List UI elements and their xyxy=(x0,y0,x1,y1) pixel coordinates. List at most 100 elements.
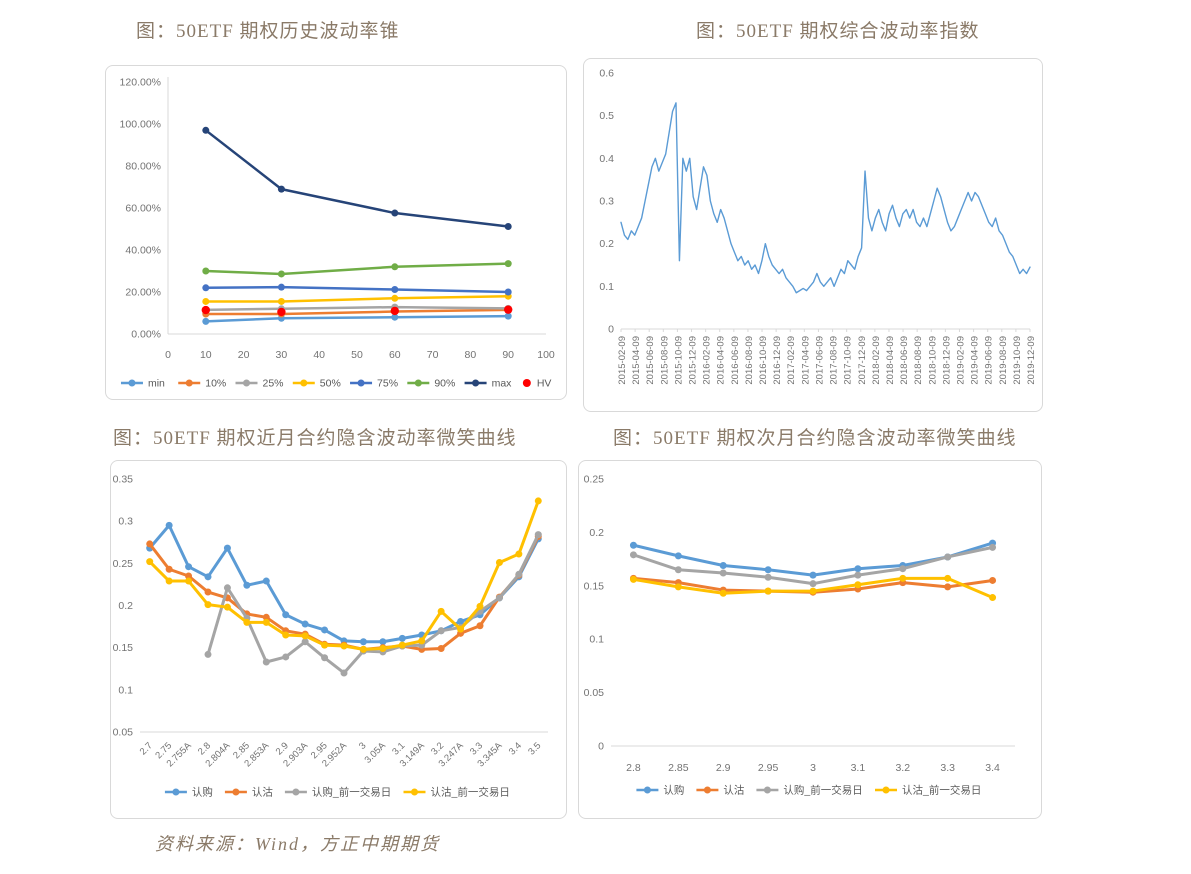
svg-text:2017-12-09: 2017-12-09 xyxy=(857,336,868,385)
svg-text:0.15: 0.15 xyxy=(113,642,134,654)
svg-text:认沽_前一交易日: 认沽_前一交易日 xyxy=(431,786,510,799)
svg-text:2.95: 2.95 xyxy=(758,762,779,774)
svg-text:认购: 认购 xyxy=(192,786,213,799)
svg-text:3.05A: 3.05A xyxy=(363,740,389,766)
svg-text:90: 90 xyxy=(502,349,514,361)
svg-text:0.25: 0.25 xyxy=(113,558,134,570)
next-month-smile-chart: 0 0.05 0.1 0.15 0.2 0.25 2.8 2.85 2.9 2.95 3 3.1 3.2… xyxy=(578,460,1042,819)
svg-text:2016-10-09: 2016-10-09 xyxy=(758,336,769,385)
svg-text:60.00%: 60.00% xyxy=(125,203,161,215)
svg-text:2019-10-09: 2019-10-09 xyxy=(1012,336,1023,385)
svg-text:0.15: 0.15 xyxy=(584,580,605,592)
svg-text:30: 30 xyxy=(276,349,288,361)
svg-text:40: 40 xyxy=(313,349,325,361)
svg-text:2015-08-09: 2015-08-09 xyxy=(659,336,670,385)
svg-text:HV: HV xyxy=(537,378,552,390)
svg-text:3.1: 3.1 xyxy=(851,762,866,774)
volatility-cone-plot: 0.00% 20.00% 40.00% 60.00% 80.00% 100.00% 120.… xyxy=(120,77,555,390)
figure-caption-near-month-smile: 图：50ETF 期权近月合约隐含波动率微笑曲线 xyxy=(113,428,517,449)
source-note: 资料来源：Wind，方正中期期货 xyxy=(155,834,441,854)
svg-text:50%: 50% xyxy=(320,378,341,390)
svg-text:认购_前一交易日: 认购_前一交易日 xyxy=(783,784,862,797)
svg-text:3.5: 3.5 xyxy=(526,740,543,757)
svg-text:2.85: 2.85 xyxy=(668,762,689,774)
svg-text:100: 100 xyxy=(537,349,555,361)
svg-text:0.5: 0.5 xyxy=(599,110,614,122)
svg-text:2017-10-09: 2017-10-09 xyxy=(843,336,854,385)
svg-text:2016-08-09: 2016-08-09 xyxy=(744,336,755,385)
figure-caption-next-month-smile: 图：50ETF 期权次月合约隐含波动率微笑曲线 xyxy=(613,428,1017,449)
svg-text:认沽_前一交易日: 认沽_前一交易日 xyxy=(902,784,981,797)
svg-text:0.2: 0.2 xyxy=(118,600,133,612)
svg-text:2018-04-09: 2018-04-09 xyxy=(885,336,896,385)
svg-text:2018-06-09: 2018-06-09 xyxy=(899,336,910,385)
svg-text:10: 10 xyxy=(200,349,212,361)
historical-volatility-cone-chart: 0.00% 20.00% 40.00% 60.00% 80.00% 100.00% 120.… xyxy=(105,65,567,400)
svg-text:2.9: 2.9 xyxy=(716,762,731,774)
svg-text:3: 3 xyxy=(810,762,816,774)
svg-text:2019-12-09: 2019-12-09 xyxy=(1026,336,1037,385)
svg-text:0.05: 0.05 xyxy=(584,687,605,699)
svg-text:认沽: 认沽 xyxy=(252,786,273,799)
svg-text:0.2: 0.2 xyxy=(599,238,614,250)
svg-text:3.2: 3.2 xyxy=(895,762,910,774)
svg-text:3: 3 xyxy=(357,740,369,752)
svg-text:80: 80 xyxy=(465,349,477,361)
svg-text:50: 50 xyxy=(351,349,363,361)
svg-text:60: 60 xyxy=(389,349,401,361)
svg-text:2018-12-09: 2018-12-09 xyxy=(941,336,952,385)
svg-text:2015-04-09: 2015-04-09 xyxy=(631,336,642,385)
svg-text:0.1: 0.1 xyxy=(589,634,604,646)
svg-text:0.35: 0.35 xyxy=(113,474,134,486)
composite-volatility-index-chart: 0 0.1 0.2 0.3 0.4 0.5 0.6 2015-02-09 2015-04-09 2… xyxy=(583,58,1043,412)
svg-text:25%: 25% xyxy=(263,378,284,390)
svg-text:2015-02-09: 2015-02-09 xyxy=(617,336,628,385)
svg-text:0.4: 0.4 xyxy=(599,153,614,165)
svg-text:2019-06-09: 2019-06-09 xyxy=(984,336,995,385)
svg-text:2018-08-09: 2018-08-09 xyxy=(913,336,924,385)
svg-text:3.4: 3.4 xyxy=(507,740,524,757)
svg-text:2018-02-09: 2018-02-09 xyxy=(871,336,882,385)
svg-text:90%: 90% xyxy=(434,378,455,390)
svg-text:min: min xyxy=(148,378,165,390)
svg-text:2017-02-09: 2017-02-09 xyxy=(786,336,797,385)
svg-text:认沽: 认沽 xyxy=(723,784,744,797)
svg-text:2015-12-09: 2015-12-09 xyxy=(688,336,699,385)
figure-caption-volatility-cone: 图：50ETF 期权历史波动率锥 xyxy=(136,21,400,42)
svg-text:0.2: 0.2 xyxy=(589,527,604,539)
svg-text:0: 0 xyxy=(165,349,171,361)
svg-text:0.25: 0.25 xyxy=(584,474,605,486)
svg-text:120.00%: 120.00% xyxy=(120,77,161,89)
svg-text:认购: 认购 xyxy=(663,784,684,797)
svg-text:2015-06-09: 2015-06-09 xyxy=(645,336,656,385)
svg-text:0.6: 0.6 xyxy=(599,68,614,80)
figure-caption-composite-vol-index: 图：50ETF 期权综合波动率指数 xyxy=(696,21,980,42)
svg-text:0.3: 0.3 xyxy=(118,516,133,528)
svg-text:40.00%: 40.00% xyxy=(125,245,161,257)
svg-text:20: 20 xyxy=(238,349,250,361)
svg-text:0.00%: 0.00% xyxy=(131,329,161,341)
svg-text:2016-12-09: 2016-12-09 xyxy=(772,336,783,385)
near-month-smile-chart: 0.05 0.1 0.15 0.2 0.25 0.3 0.35 2.7 2.75 2.755A 2.… xyxy=(110,460,567,819)
svg-text:0.05: 0.05 xyxy=(113,727,134,739)
svg-text:70: 70 xyxy=(427,349,439,361)
svg-text:2016-04-09: 2016-04-09 xyxy=(716,336,727,385)
svg-text:2017-04-09: 2017-04-09 xyxy=(800,336,811,385)
svg-text:2019-04-09: 2019-04-09 xyxy=(970,336,981,385)
svg-text:0.3: 0.3 xyxy=(599,196,614,208)
near-month-smile-plot: 0.050.10.150.20.250.30.352.72.752.755A 2.… xyxy=(113,474,548,799)
svg-text:0: 0 xyxy=(608,324,614,336)
svg-text:0.1: 0.1 xyxy=(118,684,133,696)
svg-text:2017-08-09: 2017-08-09 xyxy=(829,336,840,385)
svg-text:max: max xyxy=(492,378,513,390)
svg-text:0: 0 xyxy=(598,741,604,753)
svg-text:3.4: 3.4 xyxy=(985,762,1000,774)
svg-text:2015-10-09: 2015-10-09 xyxy=(673,336,684,385)
svg-text:3.3: 3.3 xyxy=(940,762,955,774)
svg-text:75%: 75% xyxy=(377,378,398,390)
svg-text:2019-02-09: 2019-02-09 xyxy=(955,336,966,385)
svg-text:80.00%: 80.00% xyxy=(125,161,161,173)
svg-text:20.00%: 20.00% xyxy=(125,287,161,299)
